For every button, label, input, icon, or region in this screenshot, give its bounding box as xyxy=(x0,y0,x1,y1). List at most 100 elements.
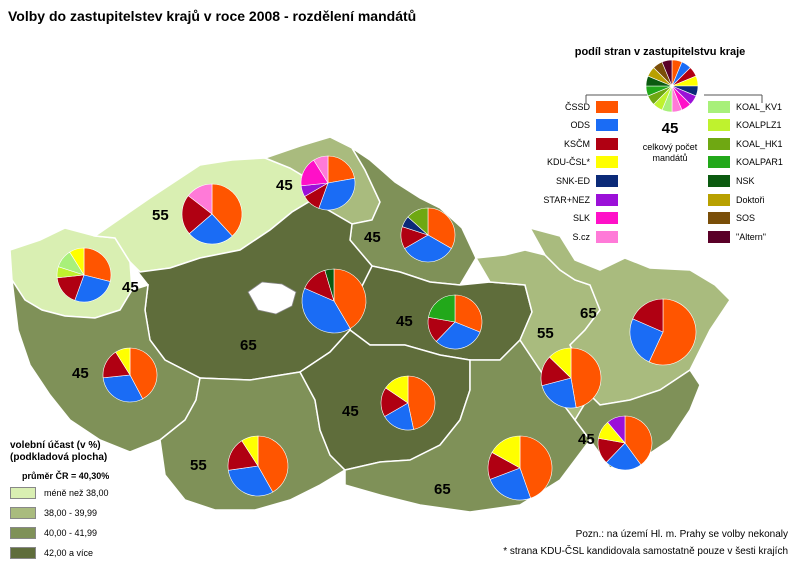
legend-sample-pie xyxy=(645,59,699,113)
legend-pie-slice-15 xyxy=(661,59,673,87)
turnout-title-line1: volební účast (v %) xyxy=(10,440,101,451)
pie-8 xyxy=(380,375,436,431)
party-legend-item: "Altern" xyxy=(708,230,766,244)
turnout-average: průměr ČR = 40,30% xyxy=(22,471,110,481)
pie-9-slice-1 xyxy=(489,467,532,501)
pie-1-slice-2 xyxy=(181,195,213,235)
seats-ustecky: 55 xyxy=(152,207,169,224)
pie-10-slice-1 xyxy=(541,377,577,409)
seats-zlinsky: 45 xyxy=(578,431,595,448)
party-legend-label: "Altern" xyxy=(736,232,766,242)
party-legend-label: Doktoři xyxy=(736,195,765,205)
turnout-legend-item: méně než 38,00 xyxy=(10,486,109,500)
turnout-label: méně než 38,00 xyxy=(44,488,109,498)
party-legend-label: NSK xyxy=(736,176,755,186)
pie-10-slice-0 xyxy=(570,347,602,408)
party-legend-item: SOS xyxy=(708,211,755,225)
party-legend-item: ODS xyxy=(520,118,618,132)
party-legend-label: STAR+NEZ xyxy=(543,195,590,205)
turnout-label: 40,00 - 41,99 xyxy=(44,528,98,538)
party-legend-swatch xyxy=(708,156,730,168)
pie-8-slice-3 xyxy=(385,375,409,404)
pie-7 xyxy=(227,435,289,497)
pie-12 xyxy=(597,415,653,471)
pie-7-slice-0 xyxy=(257,435,289,493)
party-legend-item: Doktoři xyxy=(708,193,765,207)
party-legend-label: KDU-ČSL* xyxy=(546,157,590,167)
pie-6-slice-0 xyxy=(129,347,158,400)
party-legend-item: KSČM xyxy=(520,137,618,151)
pie-8-slice-0 xyxy=(407,375,436,430)
pie-9-slice-3 xyxy=(491,435,521,469)
pie-2-slice-0 xyxy=(327,155,355,184)
pie-10-slice-3 xyxy=(549,347,572,379)
party-legend-label: KOAL_HK1 xyxy=(736,139,783,149)
party-legend-label: KOALPAR1 xyxy=(736,157,783,167)
pie-0-slice-0 xyxy=(83,247,112,282)
seats-pardubicky: 45 xyxy=(396,313,413,330)
party-legend-swatch xyxy=(708,175,730,187)
pie-11 xyxy=(629,298,697,366)
party-legend-label: ODS xyxy=(570,120,590,130)
party-legend-label: KOALPLZ1 xyxy=(736,120,782,130)
pie-12-slice-4 xyxy=(607,415,626,444)
turnout-legend-item: 40,00 - 41,99 xyxy=(10,526,97,540)
note-praha: Pozn.: na území Hl. m. Prahy se volby ne… xyxy=(575,529,788,540)
pie-1-slice-3 xyxy=(187,183,213,215)
party-legend-item: KOAL_KV1 xyxy=(708,100,782,114)
party-legend-swatch xyxy=(596,156,618,168)
party-legend-label: SOS xyxy=(736,213,756,223)
pie-3-slice-4 xyxy=(407,207,429,236)
pie-12-slice-0 xyxy=(624,415,653,466)
seats-jihocesky: 55 xyxy=(190,457,207,474)
pie-11-slice-0 xyxy=(648,298,697,366)
party-legend-swatch xyxy=(708,194,730,206)
party-legend-swatch xyxy=(708,101,730,113)
turnout-label: 38,00 - 39,99 xyxy=(44,508,98,518)
pie-4-slice-3 xyxy=(428,294,456,323)
turnout-label: 42,00 a více xyxy=(44,548,94,558)
legend-sample xyxy=(585,59,763,113)
pie-2-slice-1 xyxy=(318,177,356,211)
seats-karlovarsky: 45 xyxy=(122,279,139,296)
party-legend-swatch xyxy=(596,175,618,187)
party-legend-item: KDU-ČSL* xyxy=(520,155,618,169)
party-legend-swatch xyxy=(708,138,730,150)
party-legend-item: KOAL_HK1 xyxy=(708,137,783,151)
map-title: Volby do zastupitelstev krajů v roce 200… xyxy=(8,8,417,24)
party-legend-item: S.cz xyxy=(520,230,618,244)
seats-liberecky: 45 xyxy=(276,177,293,194)
pie-9-slice-0 xyxy=(519,435,553,499)
seats-vysocina: 45 xyxy=(342,403,359,420)
party-legend-swatch xyxy=(596,231,618,243)
party-legend-swatch xyxy=(596,138,618,150)
pie-0 xyxy=(56,247,112,303)
pie-3 xyxy=(400,207,456,263)
seats-stredocesky: 65 xyxy=(240,337,257,354)
pie-10 xyxy=(540,347,602,409)
party-legend-swatch xyxy=(596,101,618,113)
pie-12-slice-1 xyxy=(605,442,642,471)
party-legend-item: SLK xyxy=(520,211,618,225)
party-legend-swatch xyxy=(596,212,618,224)
party-legend-swatch xyxy=(708,212,730,224)
party-legend-item: KOALPLZ1 xyxy=(708,118,782,132)
turnout-legend-item: 38,00 - 39,99 xyxy=(10,506,97,520)
party-legend-label: SNK-ED xyxy=(555,176,590,186)
legend-seat-count: 45 xyxy=(661,120,679,137)
pie-5 xyxy=(301,268,367,334)
pie-4 xyxy=(427,294,483,350)
pie-0-slice-1 xyxy=(74,274,111,303)
pie-5-slice-1 xyxy=(301,287,351,334)
pie-7-slice-1 xyxy=(227,465,274,497)
party-legend-item: NSK xyxy=(708,174,755,188)
party-legend-swatch xyxy=(596,194,618,206)
turnout-title-line2: (podkladová plocha) xyxy=(10,452,108,463)
note-kducsl: * strana KDU-ČSL kandidovala samostatně … xyxy=(503,546,788,557)
party-legend-item: ČSSD xyxy=(520,100,618,114)
party-legend-swatch xyxy=(708,119,730,131)
party-legend-swatch xyxy=(596,119,618,131)
turnout-swatch xyxy=(10,487,36,499)
seats-moravskoslezsky: 65 xyxy=(580,305,597,322)
